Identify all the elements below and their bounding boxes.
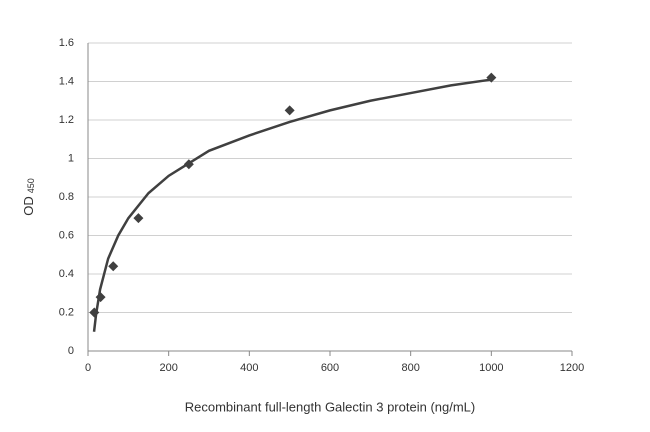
y-tick-label: 1.4 bbox=[59, 75, 74, 87]
x-tick-label: 800 bbox=[401, 362, 419, 374]
x-tick-label: 600 bbox=[321, 362, 339, 374]
x-tick-label: 1000 bbox=[479, 362, 503, 374]
data-point bbox=[133, 213, 144, 224]
y-tick-label: 1 bbox=[68, 152, 74, 164]
trendline bbox=[92, 78, 492, 332]
x-tick-label: 1200 bbox=[560, 362, 584, 374]
data-point bbox=[95, 292, 106, 303]
y-tick-label: 0.6 bbox=[59, 229, 74, 241]
y-axis-title: OD 450 bbox=[21, 178, 36, 216]
x-tick-label: 400 bbox=[240, 362, 258, 374]
y-axis-title-subscript: 450 bbox=[26, 178, 36, 193]
data-point bbox=[183, 159, 194, 170]
y-tick-label: 1.6 bbox=[59, 37, 74, 49]
y-tick-label: 0.4 bbox=[59, 268, 74, 280]
x-tick-label: 200 bbox=[159, 362, 177, 374]
y-tick-label: 1.2 bbox=[59, 114, 74, 126]
y-tick-label: 0 bbox=[68, 345, 74, 357]
y-tick-label: 0.8 bbox=[59, 191, 74, 203]
x-axis-title: Recombinant full-length Galectin 3 prote… bbox=[185, 399, 475, 414]
data-point bbox=[108, 261, 119, 272]
data-point bbox=[284, 105, 295, 116]
data-point bbox=[89, 307, 100, 318]
x-tick-label: 0 bbox=[85, 362, 91, 374]
data-point bbox=[486, 72, 497, 83]
y-axis-title-main: OD bbox=[21, 196, 36, 216]
y-tick-label: 0.2 bbox=[59, 306, 74, 318]
